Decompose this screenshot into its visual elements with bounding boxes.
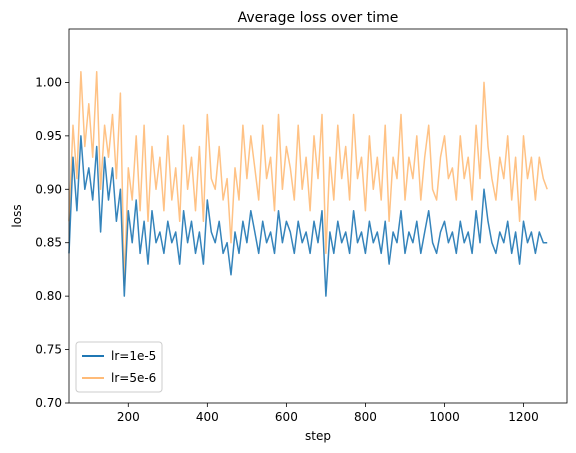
series-layer [68,70,548,297]
x-tick-label: 200 [117,410,140,424]
x-axis: 200 400 600 800 1000 1200 [117,403,539,424]
y-tick-label: 0.85 [35,236,62,250]
series-line-lr=5e-6 [68,70,548,287]
series-line-lr=1e-5 [68,135,548,297]
legend-box [75,341,163,393]
x-axis-label: step [305,429,331,443]
x-tick-label: 1200 [508,410,539,424]
y-axis: 0.70 0.75 0.80 0.85 0.90 0.95 1.00 [35,75,69,410]
x-tick-label: 400 [196,410,219,424]
y-tick-label: 0.95 [35,129,62,143]
legend-label-lr5e6: lr=5e-6 [111,371,156,385]
y-tick-label: 0.90 [35,182,62,196]
y-tick-label: 0.70 [35,396,62,410]
y-axis-label: loss [10,204,24,227]
x-tick-label: 1000 [429,410,460,424]
legend: lr=1e-5 lr=5e-6 [75,341,163,393]
legend-label-lr1e5: lr=1e-5 [111,349,156,363]
y-tick-label: 1.00 [35,75,62,89]
x-tick-label: 800 [354,410,377,424]
chart-title: Average loss over time [238,10,399,26]
y-tick-label: 0.75 [35,343,62,357]
y-tick-label: 0.80 [35,289,62,303]
x-tick-label: 600 [275,410,298,424]
plot-frame [68,28,568,404]
